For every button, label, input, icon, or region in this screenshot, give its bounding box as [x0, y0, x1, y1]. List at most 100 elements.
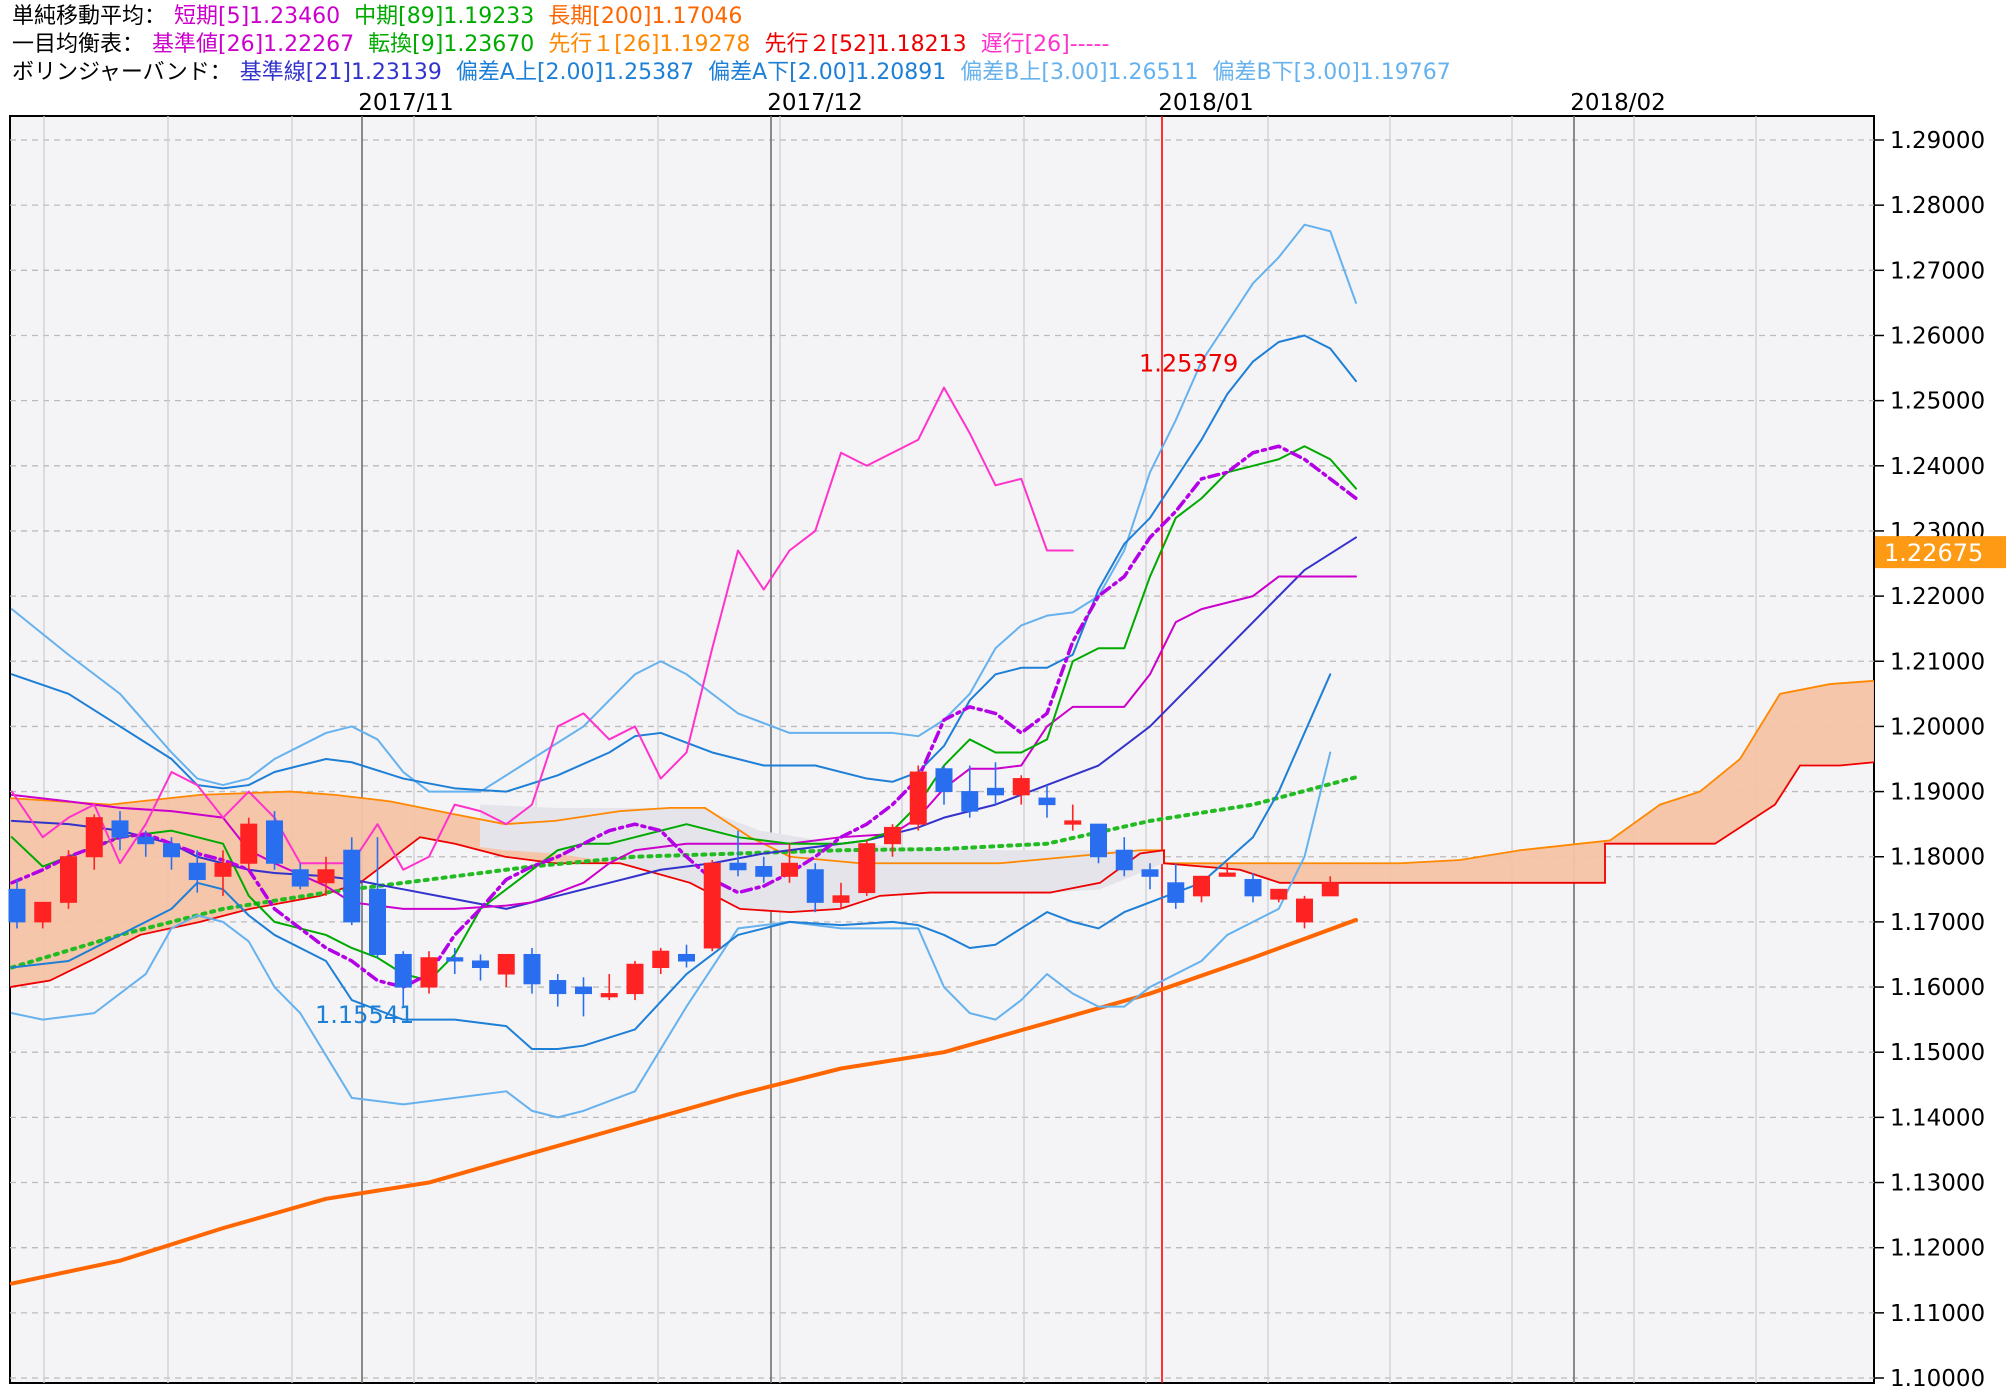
legend-sma-label: 単純移動平均： — [12, 4, 167, 29]
bollinger-a-lower — [10, 673, 1332, 1050]
candle-body — [832, 895, 850, 903]
candle-body — [163, 843, 180, 858]
candle-body — [343, 849, 361, 923]
candle-body — [678, 953, 695, 962]
legend-bollinger-row: ボリンジャーバンド： 基準線[21]1.23139 偏差A上[2.00]1.2538… — [12, 58, 1465, 88]
current-price-marker: 1.22675 — [1875, 536, 2006, 569]
candle-body — [240, 823, 258, 864]
candle-body — [961, 791, 979, 812]
candle-body — [703, 862, 721, 949]
candle-body — [266, 820, 283, 864]
x-tick-label: 2018/01 — [1158, 90, 1254, 116]
legend-sma-mid: 中期[89]1.19233 — [354, 4, 535, 29]
legend-ichimoku-kijun: 基準値[26]1.22267 — [152, 32, 355, 57]
sma-long-line — [9, 917, 1358, 1286]
candle-body — [806, 869, 824, 903]
candle-body — [137, 836, 155, 845]
candle-body — [60, 856, 77, 903]
candle-body — [1064, 820, 1082, 825]
candle-body — [1141, 869, 1159, 877]
y-tick-label: 1.27000 — [1890, 258, 1985, 284]
candle-body — [85, 817, 103, 858]
price-annotation: 1.15541 — [315, 1001, 414, 1029]
plot-background — [9, 115, 1875, 1384]
candle-body — [1270, 888, 1288, 900]
y-tick-label: 1.22000 — [1890, 584, 1985, 610]
candle-body — [34, 901, 52, 923]
candle-body — [188, 862, 206, 881]
legend-ichimoku-chikou: 遅行[26]----- — [980, 32, 1110, 57]
candle-body — [394, 953, 412, 988]
y-tick-label: 1.14000 — [1890, 1105, 1985, 1131]
candle-body — [497, 953, 515, 975]
candle-body — [600, 993, 618, 998]
y-tick-label: 1.10000 — [1890, 1366, 1985, 1392]
indicator-legend: 単純移動平均： 短期[5]1.23460 中期[89]1.19233 長期[200]1… — [0, 0, 2006, 112]
candle-body — [884, 826, 901, 845]
legend-ichimoku-label: 一目均衡表： — [12, 32, 145, 57]
legend-bollinger-mid: 基準線[21]1.23139 — [239, 60, 442, 85]
y-tick-label: 1.28000 — [1890, 193, 1985, 219]
candle-body — [1218, 872, 1236, 877]
candle-body — [575, 986, 592, 995]
candle-body — [472, 960, 489, 969]
candle-body — [1090, 823, 1107, 858]
candle-body — [369, 888, 386, 955]
candle-body — [755, 866, 773, 877]
x-tick-label: 2017/12 — [767, 90, 863, 116]
legend-sma-long: 長期[200]1.17046 — [548, 4, 743, 29]
indicator-lines — [9, 223, 1358, 1286]
legend-sma-short: 短期[5]1.23460 — [174, 4, 341, 29]
bollinger-b-upper — [10, 223, 1357, 793]
legend-bollinger-a-dn: 偏差A下[2.00]1.20891 — [708, 60, 947, 85]
candle-body — [111, 820, 129, 838]
y-tick-label: 1.25000 — [1890, 389, 1985, 415]
bollinger-b-lower — [10, 751, 1332, 1119]
current-price-badge — [1875, 536, 2006, 569]
candle-body — [317, 869, 335, 884]
bollinger-mid — [10, 536, 1357, 910]
candle-body — [1167, 882, 1185, 903]
candle-body — [1296, 898, 1313, 923]
candle-body — [781, 862, 798, 877]
legend-bollinger-label: ボリンジャーバンド： — [12, 60, 232, 85]
candle-body — [8, 888, 26, 923]
candle-body — [1115, 849, 1133, 871]
chikou-line — [10, 386, 1074, 871]
candle-body — [909, 771, 927, 825]
legend-ichimoku-senkou1: 先行１[26]1.19278 — [548, 32, 751, 57]
y-tick-label: 1.19000 — [1890, 780, 1985, 806]
x-tick-label: 2018/02 — [1570, 90, 1666, 116]
horizontal-gridlines — [10, 139, 1874, 1379]
y-tick-label: 1.12000 — [1890, 1236, 1985, 1262]
candle-body — [858, 843, 876, 894]
price-annotations: 1.25379 1.15541 — [315, 349, 1238, 1029]
legend-bollinger-a-up: 偏差A上[2.00]1.25387 — [455, 60, 695, 85]
candle-body — [420, 957, 438, 988]
legend-sma-row: 単純移動平均： 短期[5]1.23460 中期[89]1.19233 長期[200]1… — [12, 2, 756, 32]
candle-body — [1244, 879, 1262, 897]
y-tick-label: 1.20000 — [1890, 714, 1985, 740]
candle-body — [1038, 797, 1056, 806]
candle-body — [214, 862, 232, 877]
y-tick-label: 1.24000 — [1890, 454, 1985, 480]
y-tick-label: 1.29000 — [1890, 128, 1985, 154]
current-price-label: 1.22675 — [1884, 539, 1983, 567]
senkou-span-a — [9, 679, 1875, 865]
candle-body — [523, 953, 541, 985]
candle-body — [1012, 778, 1030, 796]
legend-ichimoku-senkou2: 先行２[52]1.18213 — [764, 32, 967, 57]
candle-body — [1321, 882, 1339, 897]
vertical-gridlines — [43, 116, 1757, 1383]
x-axis: 2017/11 2017/12 2018/01 2018/02 — [358, 90, 1666, 116]
candle-body — [291, 869, 309, 887]
candlestick-series — [8, 762, 1339, 1017]
candle-body — [652, 950, 670, 969]
legend-ichimoku-row: 一目均衡表： 基準値[26]1.22267 転換[9]1.23670 先行１[26]1… — [12, 30, 1123, 60]
candle-body — [1193, 875, 1210, 897]
y-tick-label: 1.15000 — [1890, 1040, 1985, 1066]
y-tick-label: 1.18000 — [1890, 845, 1985, 871]
y-axis: 1.10000 1.11000 1.12000 1.13000 1.14000 1.150… — [1874, 128, 1985, 1392]
y-tick-label: 1.13000 — [1890, 1171, 1985, 1197]
